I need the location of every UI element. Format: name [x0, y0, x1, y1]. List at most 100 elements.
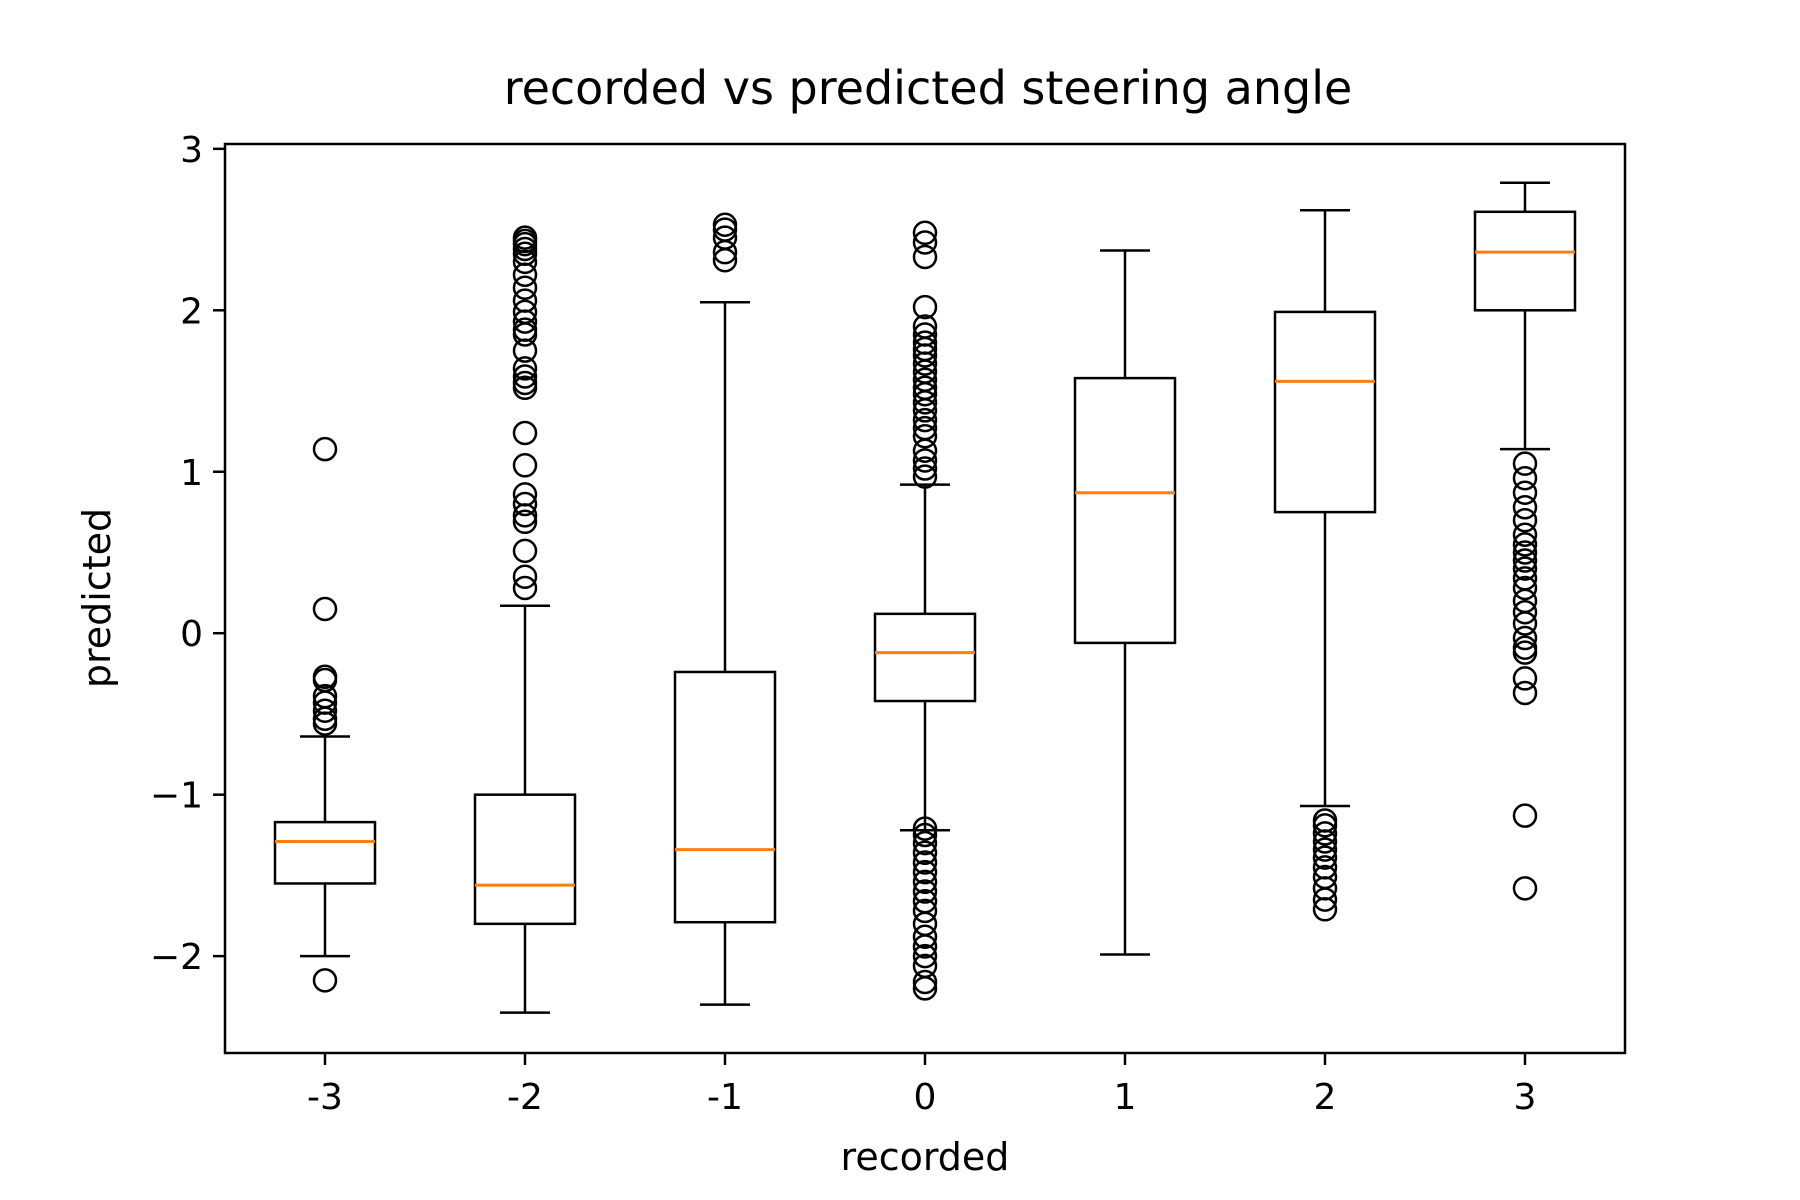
outlier-point: [912, 911, 938, 937]
outlier-point: [912, 351, 938, 376]
box-group-4: [873, 220, 977, 1001]
outlier-point: [912, 244, 938, 270]
iqr-box: [473, 793, 577, 926]
outlier-point: [1512, 876, 1538, 901]
outlier-point: [912, 976, 938, 1001]
outlier-point: [912, 230, 938, 255]
outlier-point: [1512, 803, 1538, 828]
outlier-point: [712, 212, 738, 237]
iqr-box: [1273, 310, 1377, 514]
outlier-point: [1512, 625, 1538, 651]
outlier-point: [912, 438, 938, 464]
outlier-point: [912, 840, 938, 866]
outlier-point: [912, 448, 938, 473]
box-group-2: [473, 225, 577, 1014]
y-tick-label: 3: [180, 130, 203, 171]
outlier-point: [1512, 532, 1538, 557]
outlier-point: [312, 698, 338, 723]
iqr-box: [1073, 376, 1177, 645]
chart-title: recorded vs predicted steering angle: [504, 61, 1353, 115]
iqr-box: [273, 820, 377, 885]
outlier-point: [1312, 845, 1338, 870]
plot-area: [273, 181, 1577, 1014]
box-group-6: [1273, 208, 1377, 922]
outlier-point: [912, 822, 938, 848]
y-tick-label: 0: [180, 614, 203, 655]
outlier-point: [512, 309, 538, 334]
iqr-box: [673, 670, 777, 924]
outlier-point: [912, 407, 938, 433]
outlier-point: [1312, 808, 1338, 833]
outlier-point: [912, 343, 938, 368]
outlier-point: [912, 390, 938, 415]
x-tick-label: 2: [1314, 1077, 1337, 1118]
outlier-point: [512, 322, 538, 347]
x-tick-label: -1: [707, 1077, 743, 1118]
outlier-point: [1312, 821, 1338, 846]
outlier-point: [512, 509, 538, 535]
outlier-point: [312, 596, 338, 622]
outlier-point: [912, 382, 938, 407]
outlier-point: [712, 239, 738, 265]
x-tick-label: 0: [914, 1077, 937, 1118]
x-axis-label: recorded: [841, 1135, 1010, 1179]
outlier-point: [912, 294, 938, 320]
outlier-point: [512, 249, 538, 275]
outlier-point: [1512, 522, 1538, 547]
box-group-5: [1073, 249, 1177, 956]
iqr-box: [1473, 210, 1577, 312]
outlier-point: [912, 943, 938, 969]
x-tick-label: 1: [1114, 1077, 1137, 1118]
outlier-point: [1512, 556, 1538, 581]
outlier-point: [1512, 507, 1538, 533]
outlier-point: [1512, 548, 1538, 573]
outlier-point: [1512, 575, 1538, 601]
outlier-point: [312, 968, 338, 993]
outlier-point: [712, 247, 738, 273]
outlier-point: [512, 482, 538, 507]
outlier-point: [512, 275, 538, 300]
outlier-point: [912, 456, 938, 481]
outlier-point: [912, 859, 938, 885]
outlier-point: [912, 464, 938, 489]
outlier-point: [912, 879, 938, 904]
outlier-point: [912, 924, 938, 950]
outlier-point: [512, 420, 538, 446]
outlier-point: [1512, 640, 1538, 665]
outlier-point: [1312, 813, 1338, 838]
outlier-point: [1312, 829, 1338, 854]
outlier-point: [512, 262, 538, 288]
box-group-1: [273, 436, 377, 993]
outlier-point: [1512, 540, 1538, 565]
y-tick-label: −2: [150, 937, 203, 978]
outlier-point: [1312, 837, 1338, 862]
x-axis: -3 -2 -1 0 1 2 3: [307, 1053, 1536, 1118]
outlier-point: [512, 564, 538, 589]
outlier-point: [512, 453, 538, 478]
outlier-point: [912, 398, 938, 423]
outlier-point: [512, 538, 538, 564]
outlier-point: [912, 934, 938, 959]
outlier-point: [512, 491, 538, 517]
outlier-point: [512, 375, 538, 401]
outlier-point: [1512, 451, 1538, 476]
x-tick-label: -2: [507, 1077, 543, 1118]
outlier-point: [312, 436, 338, 462]
outlier-point: [1512, 599, 1538, 625]
outlier-point: [912, 816, 938, 841]
outlier-point: [912, 830, 938, 856]
outlier-point: [1312, 887, 1338, 912]
box-group-7: [1473, 181, 1577, 901]
outlier-point: [1512, 635, 1538, 660]
iqr-box: [873, 612, 977, 703]
outlier-point: [1512, 680, 1538, 706]
box-group-3: [673, 212, 777, 1006]
outlier-point: [912, 850, 938, 875]
outlier-point: [512, 364, 538, 389]
outlier-point: [512, 338, 538, 363]
outlier-point: [912, 423, 938, 449]
x-tick-label: 3: [1514, 1077, 1537, 1118]
outlier-point: [1312, 897, 1338, 922]
y-tick-label: 2: [180, 291, 203, 332]
